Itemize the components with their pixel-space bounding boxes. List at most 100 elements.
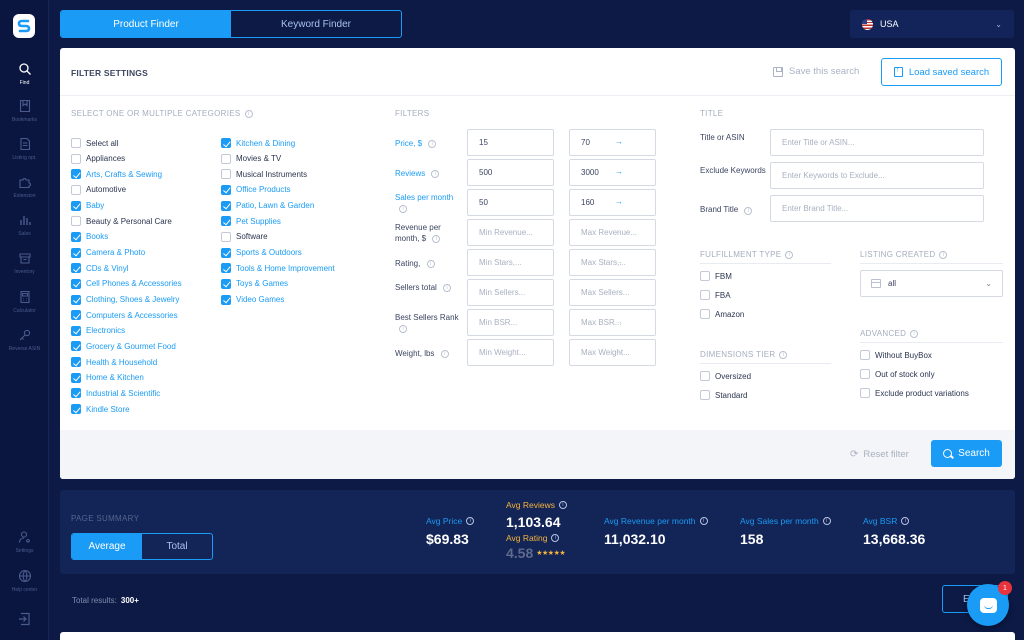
max-input[interactable]: Max BSR... [569, 309, 656, 336]
info-icon[interactable]: i [699, 517, 708, 525]
category-checkbox[interactable]: Arts, Crafts & Sewing [71, 168, 162, 180]
category-checkbox[interactable]: Select all [71, 137, 118, 149]
advanced-checkbox[interactable]: Exclude product variations [860, 387, 969, 399]
sidebar-item-bookmarks[interactable]: Bookmarks [0, 99, 49, 135]
checkbox[interactable] [71, 231, 81, 242]
info-icon[interactable]: i [432, 234, 441, 243]
category-checkbox[interactable]: Electronics [71, 325, 125, 337]
app-logo[interactable] [13, 14, 35, 38]
min-input[interactable]: 15 [467, 129, 554, 156]
listing-created-select[interactable]: all ⌄ [860, 270, 1003, 297]
info-icon[interactable]: i [558, 501, 567, 509]
category-checkbox[interactable]: Automotive [71, 184, 126, 196]
max-input[interactable]: Max Stars,... [569, 249, 656, 276]
category-checkbox[interactable]: Movies & TV [221, 153, 281, 165]
max-input[interactable]: Max Sellers... [569, 279, 656, 306]
checkbox[interactable] [700, 271, 710, 281]
checkbox[interactable] [221, 247, 231, 258]
max-input[interactable]: 3000 [569, 159, 656, 186]
min-input[interactable]: 500 [467, 159, 554, 186]
advanced-checkbox[interactable]: Out of stock only [860, 368, 935, 380]
category-checkbox[interactable]: Books [71, 231, 108, 243]
category-checkbox[interactable]: Grocery & Gourmet Food [71, 340, 176, 352]
dimension-checkbox[interactable]: Oversized [700, 370, 751, 382]
category-checkbox[interactable]: Toys & Games [221, 278, 288, 290]
checkbox[interactable] [71, 263, 81, 274]
info-icon[interactable]: i [426, 259, 435, 268]
title-field-input[interactable]: Enter Brand Title... [770, 195, 984, 222]
info-icon[interactable]: i [466, 517, 475, 525]
max-input[interactable]: 70 [569, 129, 656, 156]
checkbox[interactable] [71, 247, 81, 258]
info-icon[interactable]: i [399, 204, 407, 213]
category-checkbox[interactable]: Beauty & Personal Care [71, 215, 172, 227]
checkbox[interactable] [221, 263, 231, 274]
category-checkbox[interactable]: Clothing, Shoes & Jewelry [71, 294, 179, 306]
category-checkbox[interactable]: Baby [71, 200, 104, 212]
checkbox[interactable] [700, 390, 710, 400]
sidebar-item-listing-opt[interactable]: Listing opt. [0, 137, 49, 173]
max-input[interactable]: 160 [569, 189, 656, 216]
fulfillment-checkbox[interactable]: FBA [700, 289, 731, 301]
category-checkbox[interactable]: Patio, Lawn & Garden [221, 200, 314, 212]
category-checkbox[interactable]: Software [221, 231, 268, 243]
checkbox[interactable] [860, 369, 870, 379]
title-field-input[interactable]: Enter Keywords to Exclude... [770, 162, 984, 189]
checkbox[interactable] [860, 388, 870, 398]
checkbox[interactable] [221, 169, 231, 180]
max-input[interactable]: Max Weight... [569, 339, 656, 366]
category-checkbox[interactable]: Computers & Accessories [71, 309, 178, 321]
sidebar-item-calculator[interactable]: Calculator [0, 290, 49, 326]
reset-filter-button[interactable]: ⟳ Reset filter [850, 449, 909, 460]
min-input[interactable]: Min Weight... [467, 339, 554, 366]
sidebar-item-settings[interactable]: Settings [0, 530, 49, 566]
tab-keyword-finder[interactable]: Keyword Finder [280, 18, 352, 30]
tab-product-finder[interactable]: Product Finder [61, 11, 231, 37]
category-checkbox[interactable]: Appliances [71, 153, 125, 165]
info-icon[interactable]: i [399, 324, 407, 333]
min-input[interactable]: 50 [467, 189, 554, 216]
info-icon[interactable]: i [822, 517, 831, 525]
checkbox[interactable] [71, 388, 81, 399]
checkbox[interactable] [700, 290, 710, 300]
load-saved-search-button[interactable]: Load saved search [881, 58, 1002, 86]
info-icon[interactable]: i [744, 207, 753, 215]
checkbox[interactable] [221, 184, 231, 195]
country-select[interactable]: USA ⌄ [850, 10, 1014, 38]
category-checkbox[interactable]: Kindle Store [71, 403, 130, 415]
title-field-input[interactable]: Enter Title or ASIN... [770, 129, 984, 156]
category-checkbox[interactable]: Kitchen & Dining [221, 137, 295, 149]
save-search-button[interactable]: Save this search [773, 66, 859, 77]
category-checkbox[interactable]: Cell Phones & Accessories [71, 278, 182, 290]
min-input[interactable]: Min BSR... [467, 309, 554, 336]
fulfillment-checkbox[interactable]: FBM [700, 270, 732, 282]
category-checkbox[interactable]: CDs & Vinyl [71, 262, 129, 274]
sidebar-item-reverse-asin[interactable]: Reverse ASIN [0, 328, 49, 364]
checkbox[interactable] [700, 371, 710, 381]
sidebar-item-inventory[interactable]: Inventory [0, 251, 49, 287]
checkbox[interactable] [71, 184, 81, 195]
checkbox[interactable] [221, 200, 231, 211]
checkbox[interactable] [700, 309, 710, 319]
sidebar-item-sales[interactable]: Sales [0, 213, 49, 249]
search-button[interactable]: Search [931, 440, 1002, 467]
info-icon[interactable]: i [901, 517, 910, 525]
checkbox[interactable] [71, 372, 81, 383]
category-checkbox[interactable]: Tools & Home Improvement [221, 262, 335, 274]
checkbox[interactable] [71, 278, 81, 289]
checkbox[interactable] [221, 153, 231, 164]
advanced-checkbox[interactable]: Without BuyBox [860, 349, 932, 361]
category-checkbox[interactable]: Industrial & Scientific [71, 387, 160, 399]
checkbox[interactable] [71, 169, 81, 180]
sidebar-item-extension[interactable]: Extension [0, 175, 49, 211]
category-checkbox[interactable]: Home & Kitchen [71, 372, 144, 384]
category-checkbox[interactable]: Health & Household [71, 356, 157, 368]
min-input[interactable]: Min Revenue... [467, 219, 554, 246]
checkbox[interactable] [71, 357, 81, 368]
info-icon[interactable]: i [551, 534, 560, 542]
info-icon[interactable]: i [440, 349, 449, 358]
checkbox[interactable] [71, 294, 81, 305]
checkbox[interactable] [71, 200, 81, 211]
checkbox[interactable] [71, 153, 81, 164]
min-input[interactable]: Min Sellers... [467, 279, 554, 306]
